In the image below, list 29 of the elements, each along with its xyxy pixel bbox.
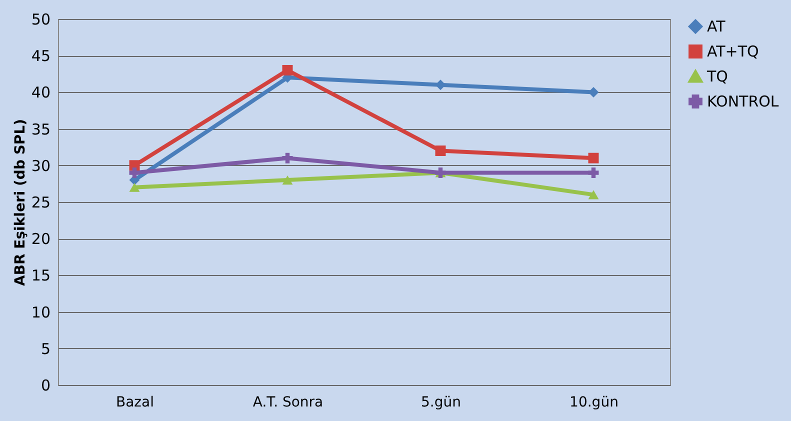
x-tick-label: Bazal <box>116 394 154 410</box>
point <box>282 152 293 164</box>
legend-label: AT <box>707 18 726 36</box>
point <box>588 190 599 200</box>
y-tick-label: 15 <box>31 266 50 285</box>
y-tick-label: 5 <box>40 340 50 358</box>
x-tick-label: 5.gün <box>421 394 461 410</box>
y-tick-label: 25 <box>31 194 50 212</box>
y-tick-label: 35 <box>31 120 50 138</box>
point <box>588 152 599 164</box>
legend-label: AT+TQ <box>707 42 759 60</box>
y-tick-label: 40 <box>31 84 50 102</box>
point <box>129 167 140 178</box>
y-tick-label: 50 <box>31 10 50 28</box>
y-tick-label: 10 <box>31 303 50 322</box>
legend-label: TQ <box>706 68 728 86</box>
x-tick-label: A.T. Sonra <box>252 394 324 410</box>
y-tick-label: 30 <box>31 156 50 175</box>
y-tick-label: 20 <box>31 230 50 248</box>
point <box>282 64 293 76</box>
x-tick-label: 10.gün <box>570 394 618 410</box>
point <box>129 182 140 192</box>
y-tick-label: 0 <box>40 376 50 394</box>
point <box>588 167 599 178</box>
legend-label: KONTROL <box>707 92 780 110</box>
point <box>435 146 446 156</box>
point <box>282 176 293 185</box>
y-tick-label: 45 <box>31 47 50 66</box>
y-axis-title: ABR Eşikleri (db SPL) <box>12 118 28 286</box>
